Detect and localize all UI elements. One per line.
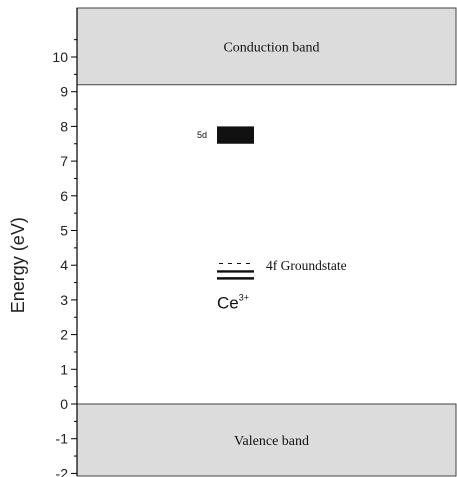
y-tick-label: 10: [52, 49, 68, 65]
ion-label: Ce3+: [217, 293, 249, 313]
y-tick-label: 5: [60, 223, 68, 239]
y-tick-label: 6: [60, 188, 68, 204]
4f-groundstate-label: 4f Groundstate: [266, 258, 347, 273]
valence-band: [76, 403, 457, 477]
y-tick-label: 8: [60, 118, 68, 134]
y-tick-label: -2: [56, 465, 69, 477]
y-axis-title: Energy (eV): [8, 217, 28, 313]
5d-level-label: 5d: [197, 130, 207, 140]
conduction-band: [76, 7, 457, 86]
y-tick-label: 7: [60, 153, 68, 169]
y-tick-label: 2: [60, 327, 68, 343]
y-tick-label: 1: [60, 361, 68, 377]
y-tick-label: 0: [60, 396, 68, 412]
y-tick-label: 9: [60, 84, 68, 100]
y-tick-label: -1: [56, 431, 69, 447]
conduction-band-label: Conduction band: [223, 40, 319, 55]
5d-level-bar: [217, 126, 254, 144]
ion-charge: 3+: [239, 293, 249, 303]
valence-band-label: Valence band: [234, 434, 309, 449]
y-axis-ticks: -2 -1 0 1 2 3 4 5 6 7 8 9 10: [52, 39, 77, 477]
y-tick-label: 3: [60, 292, 68, 308]
ion-symbol: Ce: [217, 294, 239, 313]
y-tick-label: 4: [60, 257, 68, 273]
4f-groundstate-lines: [217, 270, 254, 280]
